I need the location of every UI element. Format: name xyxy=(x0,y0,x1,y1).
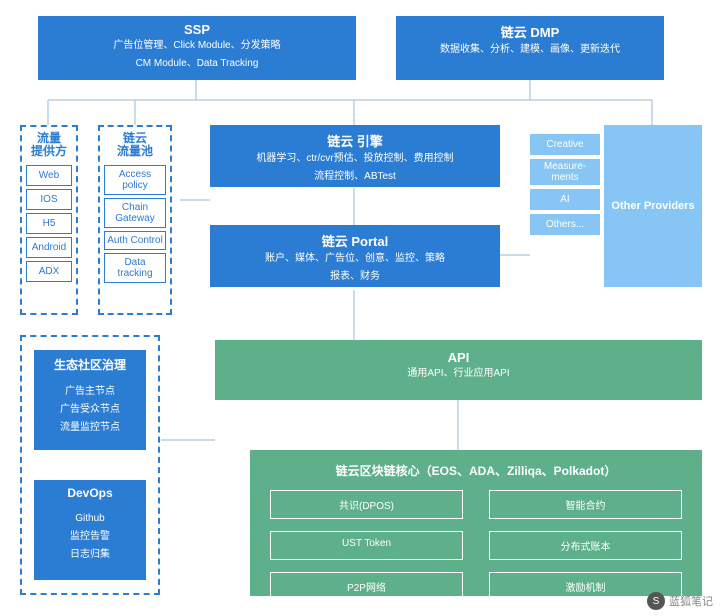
watermark: S 蓝狐笔记 xyxy=(647,592,713,610)
traffic-item: ADX xyxy=(26,261,72,282)
blockchain-cell: 分布式账本 xyxy=(489,531,682,560)
other-item: Others... xyxy=(530,214,600,235)
pool-item: Chain Gateway xyxy=(104,198,166,228)
community-item: 广告受众节点 xyxy=(34,401,146,419)
traffic-pool-title: 链云流量池 xyxy=(100,127,170,162)
devops-item: 监控告警 xyxy=(34,528,146,546)
portal-line2: 报表、财务 xyxy=(210,268,500,286)
other-providers-title: Other Providers xyxy=(611,199,694,213)
devops-title: DevOps xyxy=(34,480,146,504)
dmp-title: 链云 DMP xyxy=(396,16,664,41)
portal-title: 链云 Portal xyxy=(210,225,500,250)
devops-box: DevOps Github 监控告警 日志归集 xyxy=(34,480,146,580)
blockchain-cell: 共识(DPOS) xyxy=(270,490,463,519)
traffic-item: Web xyxy=(26,165,72,186)
community-title: 生态社区治理 xyxy=(34,350,146,377)
traffic-item: IOS xyxy=(26,189,72,210)
engine-title: 链云 引擎 xyxy=(210,125,500,150)
pool-item: Access policy xyxy=(104,165,166,195)
pool-item: Data tracking xyxy=(104,253,166,283)
traffic-provider-title: 流量提供方 xyxy=(22,127,76,162)
traffic-pool-box: 链云流量池 Access policy Chain Gateway Auth C… xyxy=(98,125,172,315)
portal-line1: 账户、媒体、广告位、创意、监控、策略 xyxy=(210,250,500,268)
other-item: Measure-ments xyxy=(530,159,600,185)
blockchain-cell: P2P网络 xyxy=(270,572,463,601)
portal-box: 链云 Portal 账户、媒体、广告位、创意、监控、策略 报表、财务 xyxy=(210,225,500,287)
devops-item: Github xyxy=(34,510,146,528)
blockchain-box: 链云区块链核心（EOS、ADA、Zilliqa、Polkadot） 共识(DPO… xyxy=(250,450,702,596)
ssp-title: SSP xyxy=(38,16,356,37)
ssp-line2: CM Module、Data Tracking xyxy=(38,55,356,73)
other-providers-box: Other Providers xyxy=(604,125,702,287)
dmp-box: 链云 DMP 数据收集、分析、建模、画像、更新迭代 xyxy=(396,16,664,80)
blockchain-cell: UST Token xyxy=(270,531,463,560)
engine-line1: 机器学习、ctr/cvr预估、投放控制、费用控制 xyxy=(210,150,500,168)
watermark-icon: S xyxy=(647,592,665,610)
dmp-line1: 数据收集、分析、建模、画像、更新迭代 xyxy=(396,41,664,59)
other-item: Creative xyxy=(530,134,600,155)
devops-item: 日志归集 xyxy=(34,546,146,564)
ssp-box: SSP 广告位管理、Click Module、分发策略 CM Module、Da… xyxy=(38,16,356,80)
community-item: 流量监控节点 xyxy=(34,419,146,437)
engine-box: 链云 引擎 机器学习、ctr/cvr预估、投放控制、费用控制 流程控制、ABTe… xyxy=(210,125,500,187)
blockchain-cell: 智能合约 xyxy=(489,490,682,519)
api-box: API 通用API、行业应用API xyxy=(215,340,702,400)
api-line1: 通用API、行业应用API xyxy=(215,365,702,383)
ssp-line1: 广告位管理、Click Module、分发策略 xyxy=(38,37,356,55)
traffic-provider-box: 流量提供方 Web IOS H5 Android ADX xyxy=(20,125,78,315)
community-item: 广告主节点 xyxy=(34,383,146,401)
traffic-item: Android xyxy=(26,237,72,258)
pool-item: Auth Control xyxy=(104,231,166,250)
blockchain-title: 链云区块链核心（EOS、ADA、Zilliqa、Polkadot） xyxy=(260,456,692,487)
engine-line2: 流程控制、ABTest xyxy=(210,168,500,186)
watermark-text: 蓝狐笔记 xyxy=(669,593,713,609)
traffic-item: H5 xyxy=(26,213,72,234)
community-box: 生态社区治理 广告主节点 广告受众节点 流量监控节点 xyxy=(34,350,146,450)
other-items-col: Creative Measure-ments AI Others... xyxy=(530,130,600,239)
api-title: API xyxy=(215,340,702,365)
other-item: AI xyxy=(530,189,600,210)
